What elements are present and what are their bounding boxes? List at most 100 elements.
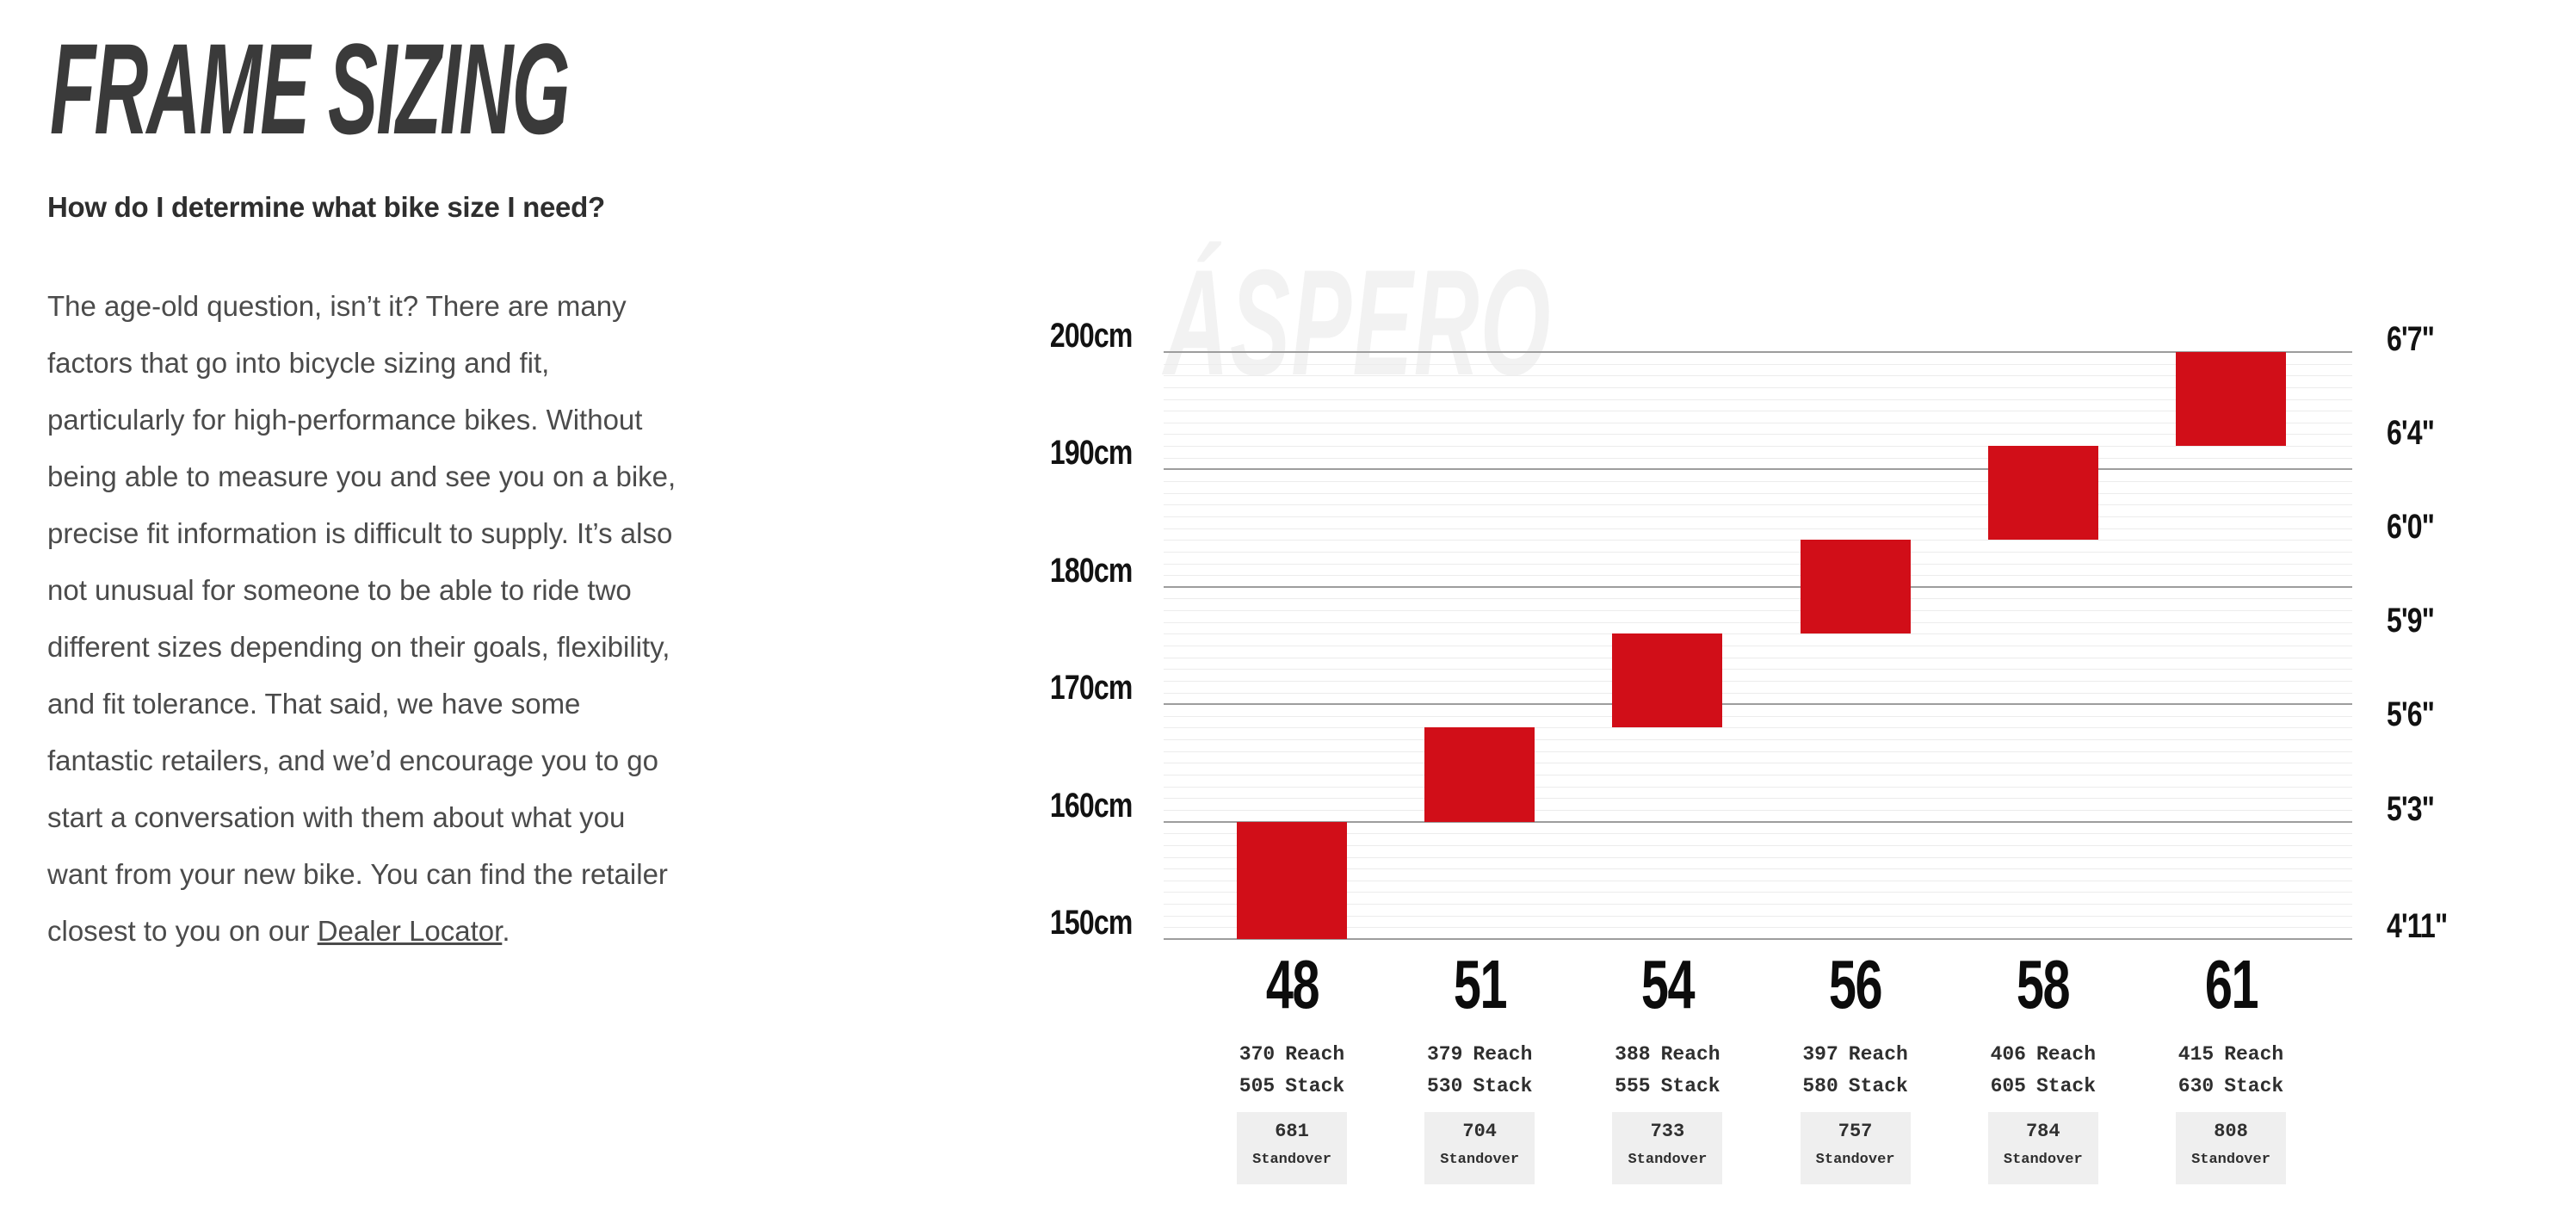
- paragraph-line: and fit tolerance. That said, we have so…: [47, 688, 581, 720]
- minor-gridline: [1164, 621, 2352, 623]
- y-axis-label-imperial: 4'11": [2387, 909, 2576, 943]
- standover-value: 704: [1462, 1121, 1497, 1142]
- intro-paragraph: The age-old question, isn’t it? There ar…: [47, 278, 994, 960]
- stack-value: 605: [1990, 1075, 2026, 1097]
- y-axis-label-imperial: 5'3": [2387, 792, 2576, 826]
- size-label-text: 48: [1265, 946, 1319, 1023]
- page-title: FRAME SIZING: [50, 16, 570, 161]
- reach-value: 415: [2178, 1043, 2215, 1066]
- major-gridline: [1164, 351, 2352, 353]
- frame-size-bar: [1800, 540, 1911, 634]
- y-axis-tick-text: 150cm: [1050, 904, 1133, 942]
- minor-gridline: [1164, 868, 2352, 870]
- standover-value: 757: [1838, 1121, 1873, 1142]
- size-label: 54: [1572, 950, 1762, 1019]
- major-gridline: [1164, 820, 2352, 823]
- standover-label: Standover: [2191, 1152, 2270, 1168]
- reach-label: Reach: [1473, 1043, 1533, 1066]
- minor-gridline: [1164, 540, 2352, 541]
- paragraph-line: not unusual for someone to be able to ri…: [47, 574, 632, 606]
- reach-label: Reach: [1848, 1043, 1908, 1066]
- y-axis-tick-text: 160cm: [1050, 786, 1133, 825]
- size-column: 61 415 Reach 630 Stack 808 Standover: [2136, 942, 2326, 1194]
- size-label: 56: [1761, 950, 1950, 1019]
- size-label: 61: [2136, 950, 2326, 1019]
- minor-gridline: [1164, 399, 2352, 400]
- y-axis-tick-text: 6'0": [2387, 508, 2435, 547]
- minor-gridline: [1164, 669, 2352, 670]
- standover-box: 784 Standover: [1987, 1112, 2098, 1184]
- reach-row: 388 Reach: [1572, 1043, 1762, 1066]
- standover-value: 733: [1650, 1121, 1685, 1142]
- reach-label: Reach: [1285, 1043, 1345, 1066]
- minor-gridline: [1164, 375, 2352, 377]
- minor-gridline: [1164, 927, 2352, 929]
- y-axis-label-imperial: 6'4": [2387, 416, 2576, 450]
- standover-box: 733 Standover: [1612, 1112, 1723, 1184]
- size-label-text: 58: [2017, 946, 2071, 1023]
- paragraph-line: start a conversation with them about wha…: [47, 801, 626, 833]
- stack-label: Stack: [1660, 1075, 1720, 1097]
- reach-row: 370 Reach: [1197, 1043, 1387, 1066]
- major-gridline: [1164, 585, 2352, 588]
- minor-gridline: [1164, 563, 2352, 565]
- y-axis-label-imperial: 5'9": [2387, 603, 2576, 638]
- reach-label: Reach: [2224, 1043, 2284, 1066]
- paragraph-text: .: [502, 915, 510, 947]
- stack-row: 505 Stack: [1197, 1075, 1387, 1097]
- paragraph-line: factors that go into bicycle sizing and …: [47, 347, 550, 379]
- minor-gridline: [1164, 904, 2352, 905]
- stack-value: 555: [1615, 1075, 1651, 1097]
- size-label: 58: [1949, 950, 2138, 1019]
- frame-size-bar: [1612, 633, 1723, 728]
- stack-label: Stack: [1848, 1075, 1908, 1097]
- minor-gridline: [1164, 528, 2352, 529]
- standover-label: Standover: [2003, 1152, 2083, 1168]
- size-label-text: 54: [1640, 946, 1696, 1023]
- paragraph-line: The age-old question, isn’t it? There ar…: [47, 290, 627, 322]
- y-axis-label-imperial: 6'0": [2387, 510, 2576, 544]
- y-axis-tick-text: 4'11": [2387, 907, 2448, 945]
- standover-box: 808 Standover: [2176, 1112, 2286, 1184]
- major-gridline: [1164, 938, 2352, 940]
- aspero-watermark: ÁSPERO: [1164, 239, 1552, 407]
- standover-box: 757 Standover: [1800, 1112, 1911, 1184]
- standover-label: Standover: [1628, 1152, 1708, 1168]
- stack-label: Stack: [2036, 1075, 2097, 1097]
- frame-size-bar: [1987, 446, 2098, 541]
- y-axis-tick-text: 5'9": [2387, 602, 2435, 640]
- reach-value: 397: [1802, 1043, 1838, 1066]
- minor-gridline: [1164, 457, 2352, 459]
- y-axis-tick-text: 6'7": [2387, 320, 2435, 358]
- minor-gridline: [1164, 915, 2352, 917]
- reach-label: Reach: [2036, 1043, 2097, 1066]
- stack-row: 555 Stack: [1572, 1075, 1762, 1097]
- stack-row: 605 Stack: [1949, 1075, 2138, 1097]
- minor-gridline: [1164, 434, 2352, 436]
- stack-label: Stack: [2224, 1075, 2284, 1097]
- major-gridline: [1164, 703, 2352, 706]
- minor-gridline: [1164, 786, 2352, 788]
- paragraph-line: want from your new bike. You can find th…: [47, 858, 668, 890]
- minor-gridline: [1164, 715, 2352, 717]
- size-label-text: 51: [1453, 946, 1508, 1023]
- size-label-text: 56: [1828, 946, 1883, 1023]
- size-column: 54 388 Reach 555 Stack 733 Standover: [1572, 942, 1762, 1194]
- minor-gridline: [1164, 692, 2352, 694]
- size-column: 58 406 Reach 605 Stack 784 Standover: [1949, 942, 2138, 1194]
- size-label-text: 61: [2204, 946, 2258, 1023]
- standover-label: Standover: [1815, 1152, 1895, 1168]
- minor-gridline: [1164, 892, 2352, 893]
- minor-gridline: [1164, 446, 2352, 448]
- stack-row: 630 Stack: [2136, 1075, 2326, 1097]
- y-axis-tick-text: 5'3": [2387, 789, 2435, 828]
- reach-value: 388: [1615, 1043, 1651, 1066]
- y-axis-label-cm: 190cm: [943, 436, 1133, 470]
- minor-gridline: [1164, 809, 2352, 811]
- dealer-locator-link[interactable]: Dealer Locator: [317, 915, 503, 947]
- reach-label: Reach: [1660, 1043, 1720, 1066]
- minor-gridline: [1164, 727, 2352, 729]
- size-column: 48 370 Reach 505 Stack 681 Standover: [1197, 942, 1387, 1194]
- minor-gridline: [1164, 481, 2352, 483]
